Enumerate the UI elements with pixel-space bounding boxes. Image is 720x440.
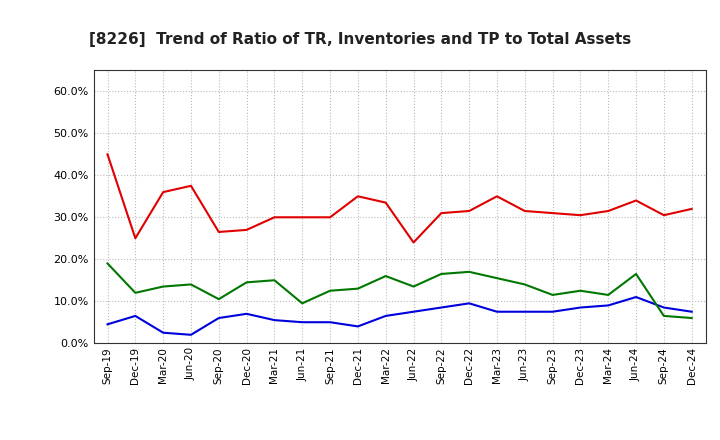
Trade Receivables [631, 198, 640, 203]
Trade Payables [465, 269, 474, 275]
Inventories [660, 305, 668, 310]
Trade Payables [409, 284, 418, 289]
Trade Receivables [131, 236, 140, 241]
Trade Receivables [465, 209, 474, 214]
Trade Receivables [215, 229, 223, 235]
Trade Receivables [242, 227, 251, 232]
Trade Payables [354, 286, 362, 291]
Inventories [521, 309, 529, 314]
Trade Payables [270, 278, 279, 283]
Trade Payables [437, 271, 446, 277]
Trade Payables [660, 313, 668, 319]
Trade Receivables [492, 194, 501, 199]
Trade Payables [186, 282, 195, 287]
Trade Receivables [103, 152, 112, 157]
Trade Payables [103, 261, 112, 266]
Inventories [688, 309, 696, 314]
Trade Payables [521, 282, 529, 287]
Inventories [549, 309, 557, 314]
Trade Payables [215, 297, 223, 302]
Inventories [242, 311, 251, 316]
Trade Receivables [576, 213, 585, 218]
Trade Payables [549, 292, 557, 297]
Inventories [131, 313, 140, 319]
Trade Receivables [382, 200, 390, 205]
Trade Receivables [186, 183, 195, 188]
Trade Payables [688, 315, 696, 321]
Inventories [409, 309, 418, 314]
Inventories [298, 319, 307, 325]
Trade Receivables [325, 215, 334, 220]
Line: Trade Payables: Trade Payables [107, 264, 692, 318]
Trade Receivables [521, 209, 529, 214]
Trade Payables [604, 292, 613, 297]
Inventories [631, 294, 640, 300]
Inventories [354, 324, 362, 329]
Trade Receivables [354, 194, 362, 199]
Trade Payables [131, 290, 140, 296]
Inventories [215, 315, 223, 321]
Line: Trade Receivables: Trade Receivables [107, 154, 692, 242]
Trade Receivables [159, 190, 168, 195]
Inventories [159, 330, 168, 335]
Trade Payables [382, 273, 390, 279]
Trade Payables [298, 301, 307, 306]
Inventories [186, 332, 195, 337]
Text: [8226]  Trend of Ratio of TR, Inventories and TP to Total Assets: [8226] Trend of Ratio of TR, Inventories… [89, 32, 631, 47]
Inventories [382, 313, 390, 319]
Inventories [604, 303, 613, 308]
Trade Receivables [660, 213, 668, 218]
Inventories [576, 305, 585, 310]
Trade Payables [631, 271, 640, 277]
Inventories [103, 322, 112, 327]
Line: Inventories: Inventories [107, 297, 692, 335]
Inventories [465, 301, 474, 306]
Trade Receivables [604, 209, 613, 214]
Trade Receivables [298, 215, 307, 220]
Trade Receivables [437, 210, 446, 216]
Trade Receivables [409, 240, 418, 245]
Inventories [437, 305, 446, 310]
Trade Receivables [270, 215, 279, 220]
Inventories [270, 318, 279, 323]
Trade Payables [492, 275, 501, 281]
Inventories [325, 319, 334, 325]
Inventories [492, 309, 501, 314]
Trade Payables [325, 288, 334, 293]
Trade Payables [159, 284, 168, 289]
Trade Receivables [688, 206, 696, 212]
Trade Receivables [549, 210, 557, 216]
Trade Payables [242, 280, 251, 285]
Trade Payables [576, 288, 585, 293]
